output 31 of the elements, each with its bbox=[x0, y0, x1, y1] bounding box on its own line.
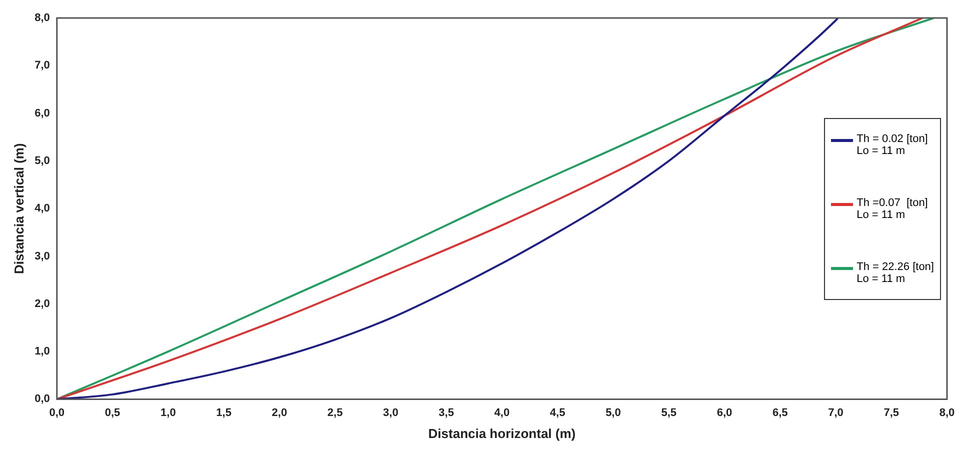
y-tick-label: 2,0 bbox=[34, 298, 50, 310]
legend-label: Th = 22.26 [ton] Lo = 11 m bbox=[856, 260, 934, 285]
y-tick-label: 3,0 bbox=[34, 250, 50, 262]
y-tick-label: 8,0 bbox=[34, 12, 50, 24]
x-tick-label: 2,5 bbox=[327, 406, 343, 419]
x-tick-label: 3,5 bbox=[438, 406, 454, 419]
x-tick-label: 5,5 bbox=[661, 406, 676, 419]
legend-label: Th =0.07 [ton] Lo = 11 m bbox=[856, 196, 928, 221]
y-tick-label: 0,0 bbox=[34, 393, 50, 406]
y-tick-label: 5,0 bbox=[34, 154, 50, 167]
y-tick-label: 7,0 bbox=[34, 60, 50, 72]
y-tick-label: 4,0 bbox=[34, 202, 50, 215]
x-tick-label: 2,0 bbox=[272, 406, 288, 419]
x-tick-label: 4,5 bbox=[550, 406, 566, 419]
x-tick-label: 7,0 bbox=[828, 406, 844, 419]
x-tick-label: 0,0 bbox=[49, 406, 65, 419]
x-tick-label: 6,5 bbox=[772, 406, 788, 419]
x-tick-label: 0,5 bbox=[104, 406, 120, 419]
x-tick-label: 3,0 bbox=[383, 406, 398, 419]
x-tick-label: 1,5 bbox=[216, 406, 232, 419]
y-tick-label: 6,0 bbox=[34, 107, 50, 120]
x-tick-label: 8,0 bbox=[939, 406, 955, 419]
y-tick-label: 1,0 bbox=[34, 346, 50, 358]
x-tick-label: 7,5 bbox=[884, 406, 900, 419]
legend-label: Th = 0.02 [ton] Lo = 11 m bbox=[856, 132, 928, 157]
x-tick-label: 5,0 bbox=[606, 406, 621, 419]
x-axis-title: Distancia horizontal (m) bbox=[428, 426, 576, 441]
x-tick-label: 4,0 bbox=[494, 406, 510, 419]
y-axis-title: Distancia vertical (m) bbox=[11, 143, 26, 274]
x-tick-label: 6,0 bbox=[716, 406, 732, 419]
x-tick-label: 1,0 bbox=[160, 406, 176, 419]
